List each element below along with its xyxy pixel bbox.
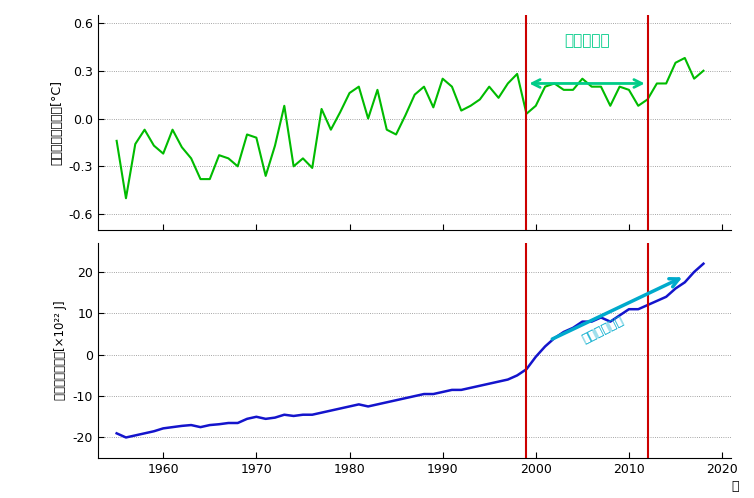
- Text: 継続して増加: 継続して増加: [581, 314, 627, 346]
- Y-axis label: 全球地上気温偏差[°C]: 全球地上気温偏差[°C]: [51, 80, 63, 165]
- Text: 年: 年: [731, 480, 739, 493]
- Y-axis label: 海洋谯熱量偏差[×10²² J]: 海洋谯熱量偏差[×10²² J]: [54, 301, 67, 400]
- Text: 上昇が停滞: 上昇が停滞: [564, 33, 610, 48]
